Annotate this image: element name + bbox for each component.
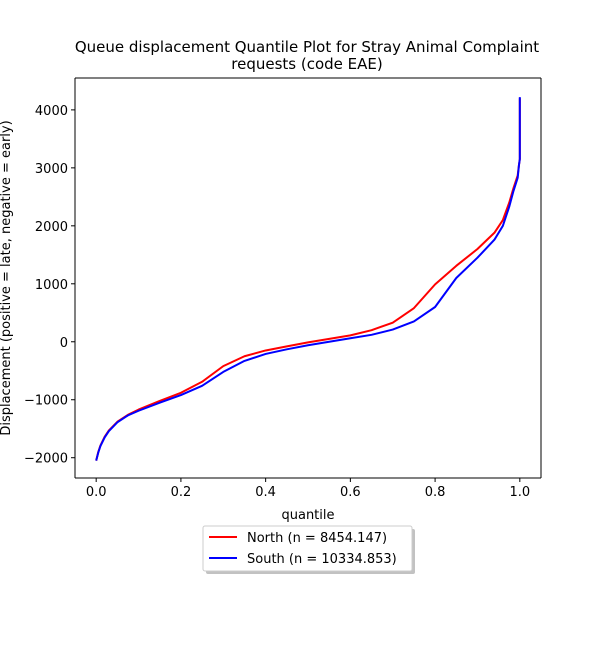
y-axis-label: Displacement (positive = late, negative … [0,120,14,435]
chart-title-line-1: Queue displacement Quantile Plot for Str… [75,38,539,56]
x-tick-label: 0.8 [425,485,446,500]
x-tick-label: 0.6 [340,485,361,500]
x-tick-label: 0.2 [171,485,192,500]
y-tick-label: 3000 [35,162,68,177]
x-tick-label: 0.0 [86,485,107,500]
y-tick-label: 0 [60,336,68,351]
plot-area [75,78,541,478]
y-tick-label: 4000 [35,104,68,119]
legend-label-north: North (n = 8454.147) [247,531,387,546]
x-axis-label: quantile [281,508,334,523]
axes-frame [74,77,542,479]
y-tick-label: 2000 [35,220,68,235]
legend-label-south: South (n = 10334.853) [247,552,397,567]
legend: North (n = 8454.147) South (n = 10334.85… [202,525,415,574]
series-line-south [95,97,521,461]
y-tick-label: −2000 [24,452,68,467]
y-tick-label: 1000 [35,278,68,293]
y-tick-label: −1000 [24,394,68,409]
chart-title-line-2: requests (code EAE) [231,55,382,73]
series-layer [95,97,521,461]
x-tick-label: 1.0 [509,485,530,500]
legend-box [202,525,413,572]
chart-title: Queue displacement Quantile Plot for Str… [75,38,539,73]
x-tick-label: 0.4 [255,485,276,500]
y-axis-ticks: −2000 −1000 0 1000 2000 3000 4000 [24,104,75,467]
x-axis-ticks: 0.0 0.2 0.4 0.6 0.8 1.0 [86,478,530,500]
